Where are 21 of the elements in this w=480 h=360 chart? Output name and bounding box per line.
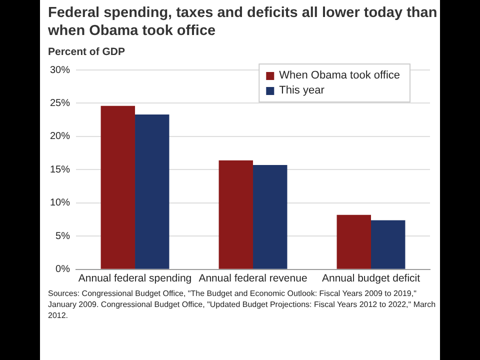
source-note: Sources: Congressional Budget Office, "The Budget and Economic Outlook: Fiscal Years 2009 to 2019," January 2009. Congressional Budget Office, "Updated Budget Projections: Fiscal Years 2012 to 2022," March 2012. [48, 288, 436, 321]
x-tick-label: Annual federal revenue [198, 272, 308, 285]
y-tick-label: 0% [56, 264, 70, 276]
bar [135, 114, 170, 269]
legend-label: This year [279, 84, 325, 97]
bar [336, 214, 372, 269]
x-tick-label: Annual budget deficit [322, 272, 420, 285]
legend-label: When Obama took office [279, 70, 400, 82]
y-tick-label: 25% [50, 98, 70, 109]
y-axis-title: Percent of GDP [48, 46, 126, 58]
y-tick-label: 30% [50, 64, 70, 76]
y-tick-label: 20% [50, 131, 70, 142]
chart-title: Federal spending, taxes and deficits all lower today than when Obama took office [48, 4, 438, 40]
y-tick-label: 5% [56, 230, 70, 242]
bar [371, 220, 406, 269]
bar [253, 165, 288, 269]
y-tick-label: 10% [50, 198, 70, 209]
bar [100, 106, 136, 269]
y-tick-label: 15% [50, 164, 70, 176]
x-tick-label: Annual federal spending [78, 272, 192, 285]
bar [218, 160, 254, 269]
